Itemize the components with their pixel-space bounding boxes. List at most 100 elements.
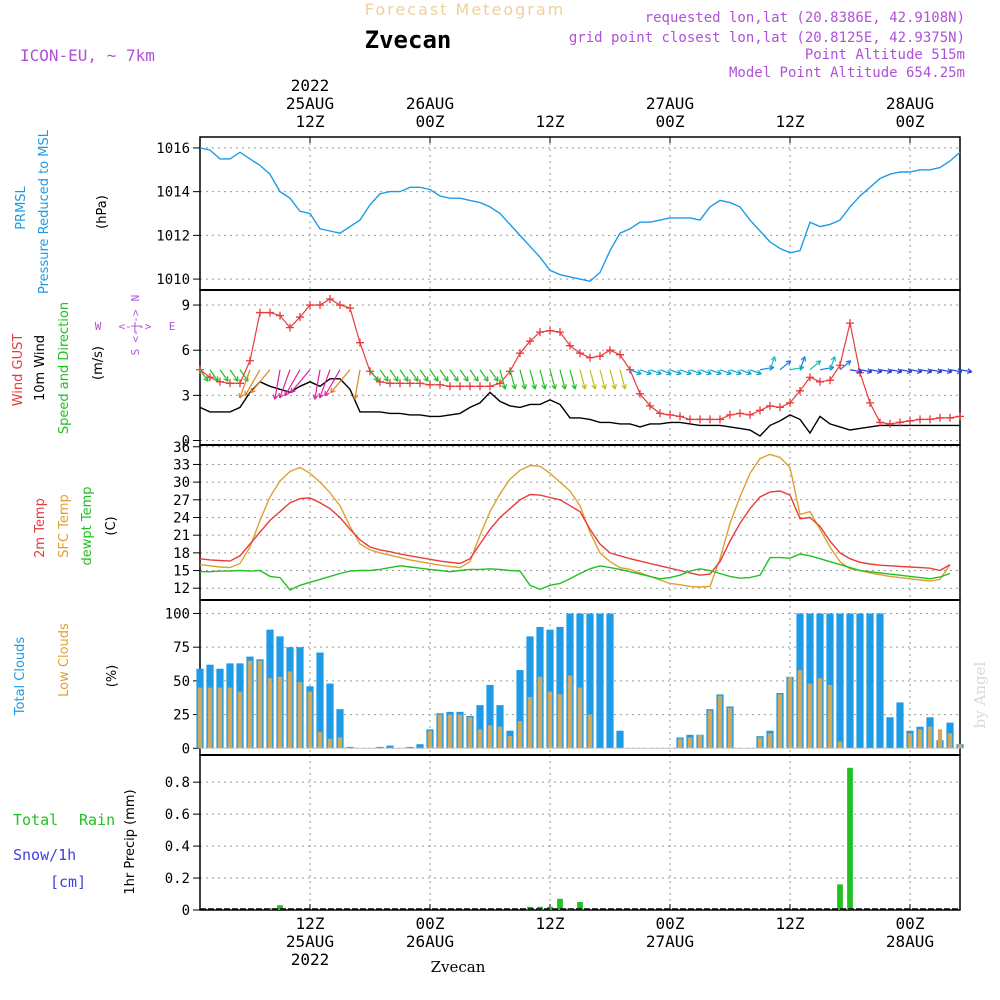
- pressure-ytick-label: 1016: [156, 141, 190, 157]
- low-cloud-bar: [287, 671, 293, 749]
- snow-unit: [cm]: [50, 873, 86, 891]
- wind-panel: 0 3 6 9: [182, 289, 961, 449]
- total-cloud-bar: [516, 670, 524, 749]
- low-cloud-bar: [927, 726, 933, 749]
- low-cloud-bar: [197, 687, 203, 749]
- gust-marker: [666, 410, 674, 419]
- low-cloud-bar: [717, 695, 723, 749]
- bottom-axis-label: 25AUG: [286, 932, 334, 951]
- requested-coords: requested lon,lat (20.8386E, 42.9108N): [645, 10, 965, 26]
- wind-arrow: [889, 369, 902, 373]
- temperature-ytick-label: 21: [173, 528, 190, 544]
- gust-marker: [236, 379, 244, 388]
- wind-arrow-head: [581, 384, 587, 390]
- low-clouds-label: Low Clouds: [57, 623, 72, 697]
- low-cloud-bar: [557, 694, 563, 749]
- gust-marker: [696, 415, 704, 424]
- bottom-axis-label: 26AUG: [406, 932, 454, 951]
- gust-marker: [366, 367, 374, 376]
- wind-arrow: [519, 369, 526, 390]
- wind-arrow: [549, 369, 556, 390]
- compass-s: S: [129, 349, 142, 356]
- wind-arrow-head: [830, 356, 837, 362]
- wind-arrow-head: [770, 356, 777, 362]
- total-cloud-bar: [826, 613, 834, 749]
- gust-marker: [756, 406, 764, 415]
- low-cloud-bar: [487, 725, 493, 749]
- wind-arrow: [819, 366, 834, 371]
- wind-arrow: [290, 369, 311, 394]
- top-axis-label: 00Z: [656, 112, 685, 131]
- wind-arrow-head: [501, 384, 507, 390]
- total-cloud-bar: [876, 613, 884, 749]
- low-cloud-bar: [227, 687, 233, 749]
- precip-ytick-label: 0.8: [165, 775, 190, 791]
- wind-arrow-head: [896, 368, 903, 375]
- gust-marker: [606, 346, 614, 355]
- low-cloud-bar: [797, 670, 803, 749]
- gust-marker: [956, 412, 964, 421]
- bottom-location-label: Zvecan: [431, 958, 486, 976]
- wind-unit: (m/s): [91, 346, 106, 380]
- low-cloud-bar: [677, 738, 683, 749]
- clouds-ytick-label: 100: [165, 606, 190, 622]
- wind-arrow: [719, 369, 732, 375]
- clouds-unit: (%): [105, 665, 120, 688]
- wind-arrow: [239, 369, 251, 399]
- total-cloud-bar: [836, 613, 844, 749]
- wind-arrow: [739, 369, 752, 375]
- wind-ytick-label: 3: [182, 388, 190, 404]
- wind-arrow-head: [493, 376, 499, 382]
- wind-arrow-head: [213, 376, 219, 382]
- pressure-ytick-label: 1014: [156, 185, 190, 201]
- wind-arrow: [250, 369, 271, 394]
- pressure-ytick-label: 1012: [156, 228, 190, 244]
- gust-marker: [826, 376, 834, 385]
- total-cloud-bar: [526, 636, 534, 749]
- wind-arrow: [649, 369, 662, 375]
- wind-arrow-head: [756, 369, 762, 376]
- gust-marker: [336, 301, 344, 310]
- clouds-ytick-label: 25: [173, 708, 190, 724]
- wind-dir-label: Speed and Direction: [57, 302, 72, 434]
- low-cloud-bar: [777, 694, 783, 749]
- wind-arrow-head: [856, 368, 863, 375]
- pressure-ytick-label: 1010: [156, 272, 190, 288]
- compass-n: N: [129, 295, 142, 302]
- wind-arrow: [579, 369, 586, 390]
- gust-marker: [296, 313, 304, 322]
- clouds-ytick-label: 50: [173, 674, 190, 690]
- gust-marker: [396, 379, 404, 388]
- total-cloud-bar: [856, 613, 864, 749]
- top-axis-label: 12Z: [296, 112, 325, 131]
- gust-marker: [736, 409, 744, 418]
- wind-arrow-head: [433, 376, 439, 382]
- low-cloud-bar: [447, 714, 453, 749]
- wind-arrow-head: [686, 369, 692, 376]
- gust-marker: [246, 356, 254, 365]
- total-cloud-bar: [546, 629, 554, 749]
- wind-arrow-head: [383, 376, 389, 382]
- wind-arrow-head: [423, 376, 429, 382]
- wind-arrow: [629, 369, 642, 375]
- low-cloud-bar: [517, 721, 523, 749]
- low-cloud-bar: [907, 733, 913, 749]
- low-cloud-bar: [687, 737, 693, 749]
- bottom-axis-label: 00Z: [416, 914, 445, 933]
- wind-arrow: [279, 369, 291, 399]
- wind-arrow-head: [551, 384, 557, 390]
- wind-arrow: [324, 369, 341, 397]
- wind-arrow: [729, 369, 742, 375]
- wind-arrow: [689, 369, 702, 375]
- wind-arrow-head: [352, 394, 359, 400]
- low-cloud-bar: [827, 684, 833, 749]
- total-cloud-bar: [336, 709, 344, 749]
- wind-arrow: [839, 360, 852, 371]
- wind-arrow-head: [278, 392, 284, 399]
- total-cloud-bar: [576, 613, 584, 749]
- wind-arrow: [609, 369, 616, 390]
- pressure-panel: 1010 1012 1014 1016: [156, 136, 961, 291]
- wind-arrow: [284, 369, 301, 397]
- gust-marker: [886, 419, 894, 428]
